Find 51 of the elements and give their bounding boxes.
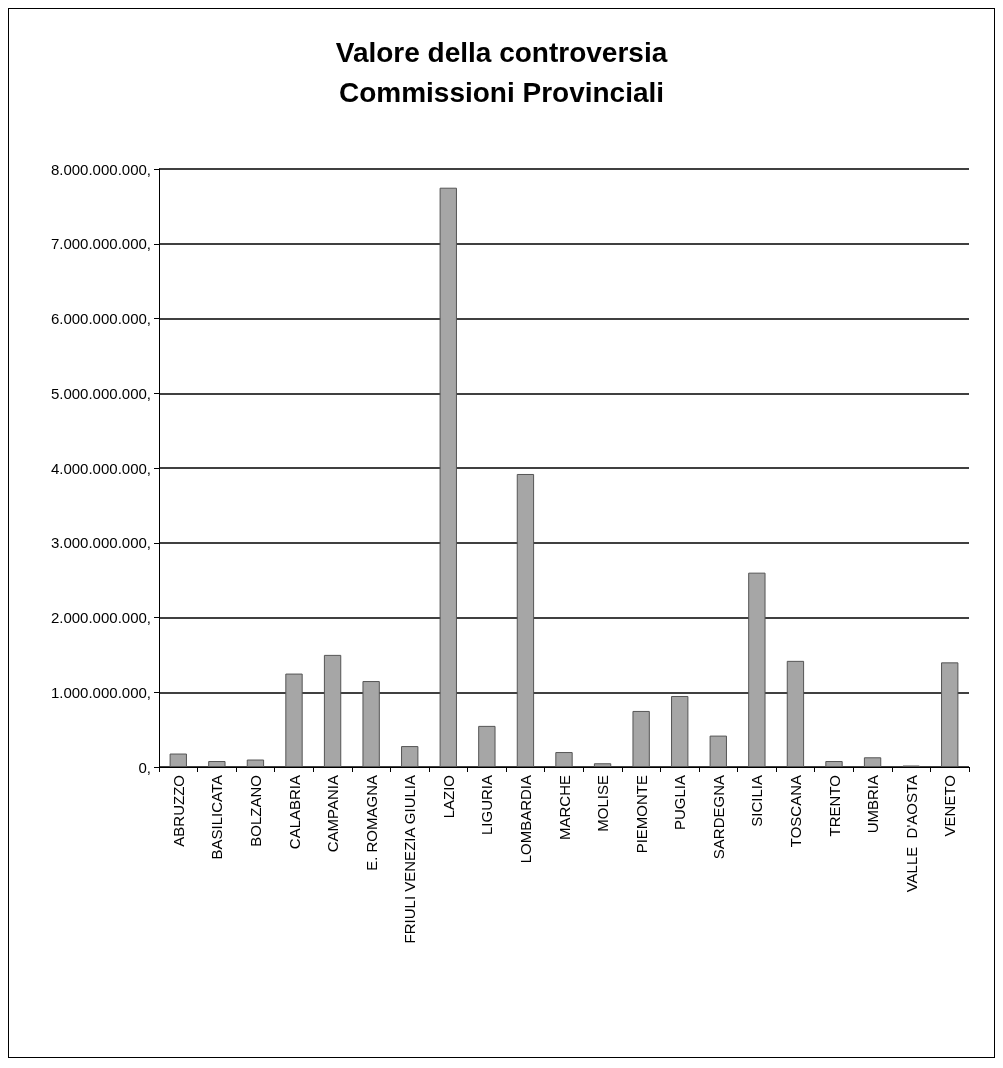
chart-title: Valore della controversia Commissioni Provinciali [335,36,668,108]
y-tick-label: 2.000.000.000, [50,609,151,626]
x-tick-label: FRIULI VENEZIA GIULIA [401,775,419,944]
x-tick-label: E. ROMAGNA [362,775,380,871]
y-tick-label: 7.000.000.000, [50,235,151,253]
x-tick-label: LAZIO [439,775,457,819]
bar [401,746,419,767]
bar [863,757,882,767]
bar [786,660,805,767]
x-tick-label: VALLE D'AOSTA [902,775,920,893]
bar [246,759,265,767]
x-tick-label: BASILICATA [208,775,226,860]
x-tick-label: MARCHE [555,775,573,841]
x-tick-label: UMBRIA [864,775,882,834]
bar [632,710,650,767]
x-tick-label: TOSCANA [786,775,804,848]
x-tick-label: ABRUZZO [169,775,187,847]
y-tick-label: 0, [138,758,151,776]
bar [169,753,187,767]
x-tick-label: CALABRIA [285,775,303,850]
bar [478,725,496,767]
bar [516,473,535,767]
y-tick-label: 8.000.000.000, [50,160,151,178]
bar [208,761,226,767]
bar [941,662,959,767]
bar [439,187,457,767]
y-tick-label: 3.000.000.000, [50,534,151,552]
x-tick-label: VENETO [941,775,959,837]
x-tick-label: TRENTO [825,775,843,837]
bar [285,673,303,767]
x-tick-label: MOLISE [594,775,612,832]
bar [671,695,689,767]
bar [709,735,727,767]
x-tick-label: SARDEGNA [709,775,727,860]
bar [748,572,766,767]
bar [362,681,380,767]
x-tick-label: SICILIA [748,775,766,827]
x-tick-label: LIGURIA [478,775,496,836]
y-tick-label: 5.000.000.000, [50,384,151,402]
x-tick-label: LOMBARDIA [516,775,534,864]
x-tick-label: BOLZANO [246,775,264,847]
x-tick-label: PIEMONTE [632,775,650,854]
y-tick-label: 1.000.000.000, [50,683,151,701]
y-tick-label: 4.000.000.000, [50,459,151,477]
y-tick-label: 6.000.000.000, [50,310,151,327]
bar [555,752,573,767]
bar [825,761,843,767]
x-tick-label: PUGLIA [671,775,689,831]
bar [323,654,342,767]
bar [593,763,612,767]
x-tick-label: CAMPANIA [324,775,342,853]
